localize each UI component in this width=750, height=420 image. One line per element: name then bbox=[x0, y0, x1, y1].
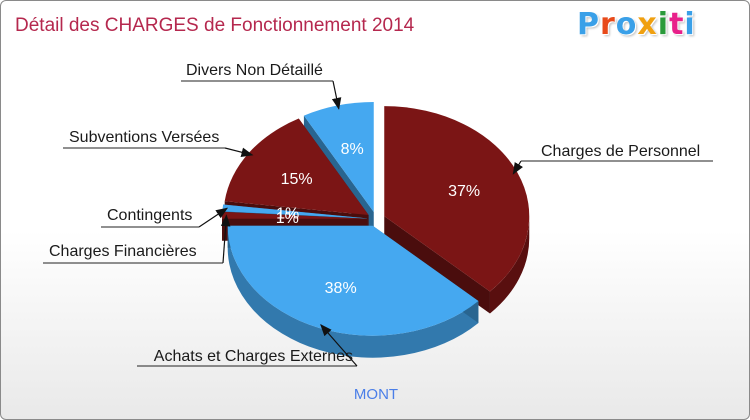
chart-title: Détail des CHARGES de Fonctionnement 201… bbox=[15, 15, 415, 36]
label-arrow bbox=[220, 214, 231, 264]
slice-label: Charges de Personnel bbox=[541, 143, 700, 160]
logo-letter: x bbox=[637, 7, 658, 42]
proxiti-logo: Proxiti bbox=[577, 7, 696, 42]
logo-letter: i bbox=[684, 7, 696, 42]
label-arrow bbox=[198, 207, 229, 228]
slice-percent-label: 15% bbox=[281, 171, 313, 188]
slice-label: Achats et Charges Externes bbox=[154, 348, 353, 365]
pie-slice-side bbox=[489, 216, 530, 314]
slice-percent-label: 8% bbox=[341, 141, 364, 158]
slice-label: Subventions Versées bbox=[69, 129, 219, 146]
pie-slice bbox=[227, 225, 479, 336]
pie-slice bbox=[224, 118, 369, 215]
slice-percent-label: 38% bbox=[325, 280, 357, 297]
pie-slice bbox=[222, 204, 368, 219]
logo-letter: r bbox=[600, 7, 616, 42]
logo-letter: P bbox=[577, 7, 600, 42]
logo-letter: t bbox=[669, 7, 685, 42]
pie-slice-wall bbox=[384, 216, 490, 314]
logo-letter: o bbox=[615, 7, 638, 42]
pie-slice bbox=[384, 106, 530, 292]
slice-percent-label: 1% bbox=[276, 206, 299, 223]
label-arrow bbox=[331, 80, 342, 110]
logo-letter: i bbox=[657, 7, 670, 42]
commune-name: MONT bbox=[353, 386, 399, 403]
slice-label: Contingents bbox=[107, 207, 192, 224]
pie-slice bbox=[303, 102, 374, 213]
pie-slice bbox=[222, 211, 368, 219]
pie-slice-side bbox=[227, 225, 479, 358]
slice-label: Charges Financières bbox=[49, 243, 197, 260]
slice-percent-label: 1% bbox=[276, 210, 299, 227]
label-arrow bbox=[224, 147, 254, 157]
label-arrow bbox=[512, 160, 524, 175]
pie-tops bbox=[222, 102, 530, 336]
slice-label: Divers Non Détaillé bbox=[186, 62, 323, 79]
slice-percent-label: 37% bbox=[448, 183, 480, 200]
label-arrow bbox=[320, 323, 358, 367]
